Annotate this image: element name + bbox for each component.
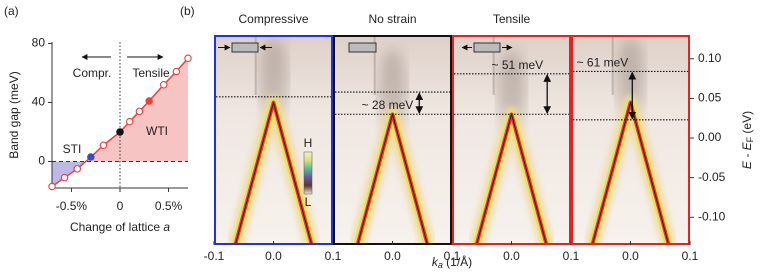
gap-label: ~ 51 meV xyxy=(491,58,543,72)
data-point xyxy=(135,107,144,116)
x-tick-label: 0.5% xyxy=(155,199,183,213)
y-axis-label: Band gap (meV) xyxy=(7,71,21,158)
detector-streak xyxy=(254,35,257,95)
x-tick-label: 0.0 xyxy=(622,249,639,263)
gap-label: ~ 61 meV xyxy=(577,56,629,70)
x-tick-label: -0.5% xyxy=(56,199,88,213)
panel-title: Compressive xyxy=(238,12,308,26)
x-tick-label: 0.0 xyxy=(265,249,282,263)
y-tick-label: 0.10 xyxy=(698,51,722,65)
panel-title: Tensile xyxy=(493,12,531,26)
intensity-haze xyxy=(497,49,526,130)
wti-region xyxy=(85,58,188,162)
intensity-haze xyxy=(378,49,407,130)
x-axis-label-sub: a xyxy=(438,260,443,270)
y-tick-label: 40 xyxy=(32,95,46,109)
x-tick-label: 0.1 xyxy=(682,249,699,263)
data-point xyxy=(87,153,95,161)
data-point xyxy=(116,128,124,136)
colorbar-low: L xyxy=(305,195,312,209)
x-tick-label: 0.1 xyxy=(444,249,461,263)
data-point xyxy=(99,141,108,149)
panel-label: (a) xyxy=(4,4,19,18)
detector-streak xyxy=(611,35,614,95)
detector-streak xyxy=(492,35,495,95)
tensile-label: Tensile xyxy=(132,66,170,80)
gap-label: ~ 28 meV xyxy=(362,98,414,112)
x-axis-label-main: Change of lattice xyxy=(70,220,163,234)
data-point xyxy=(125,117,134,126)
spectrum-panel xyxy=(452,35,571,245)
x-tick-label: -0.1 xyxy=(204,249,225,263)
y-tick-label: 0 xyxy=(38,154,45,168)
panel-title: No strain xyxy=(368,12,416,26)
data-point xyxy=(60,173,69,182)
data-point xyxy=(172,67,181,76)
spectrum-panel xyxy=(214,35,333,245)
wti-label: WTI xyxy=(146,124,168,138)
sti-label: STI xyxy=(63,142,82,156)
y-tick-label: -0.05 xyxy=(698,170,726,184)
data-point xyxy=(73,165,82,173)
y-tick-label: 80 xyxy=(32,36,46,50)
x-axis-label: Change of lattice a xyxy=(70,220,170,234)
data-point xyxy=(159,81,168,89)
y-tick-label: 0.00 xyxy=(698,130,722,144)
dirac-band xyxy=(234,101,313,245)
spectrum-panel xyxy=(333,35,452,245)
colorbar-high: H xyxy=(304,136,313,150)
y-axis-label-sub: F xyxy=(745,136,755,142)
x-tick-label: 0.1 xyxy=(563,249,580,263)
y-axis-label-main: E - E xyxy=(740,141,754,169)
strain-icons xyxy=(218,42,513,53)
detector-streak xyxy=(373,35,376,95)
x-axis-label-var: a xyxy=(163,220,170,234)
y-axis-label: E - EF (eV) xyxy=(740,111,755,169)
y-tick-label: -0.10 xyxy=(698,209,726,223)
compr-label: Compr. xyxy=(73,66,112,80)
y-tick-label: 0.05 xyxy=(698,91,722,105)
colorbar xyxy=(303,151,313,195)
x-axis-label: ka (1/Å) xyxy=(432,254,472,270)
panel-label: (b) xyxy=(180,4,195,18)
y-axis-label-unit: (eV) xyxy=(740,111,754,137)
data-point xyxy=(48,182,56,191)
x-axis-label-main: k xyxy=(432,255,439,269)
data-point xyxy=(145,97,153,105)
data-point xyxy=(184,54,192,62)
x-tick-label: 0.0 xyxy=(384,249,401,263)
x-tick-label: 0.1 xyxy=(325,249,342,263)
x-tick-label: 0.0 xyxy=(503,249,520,263)
x-axis-label-unit: (1/Å) xyxy=(443,254,472,269)
x-tick-label: 0 xyxy=(117,199,124,213)
